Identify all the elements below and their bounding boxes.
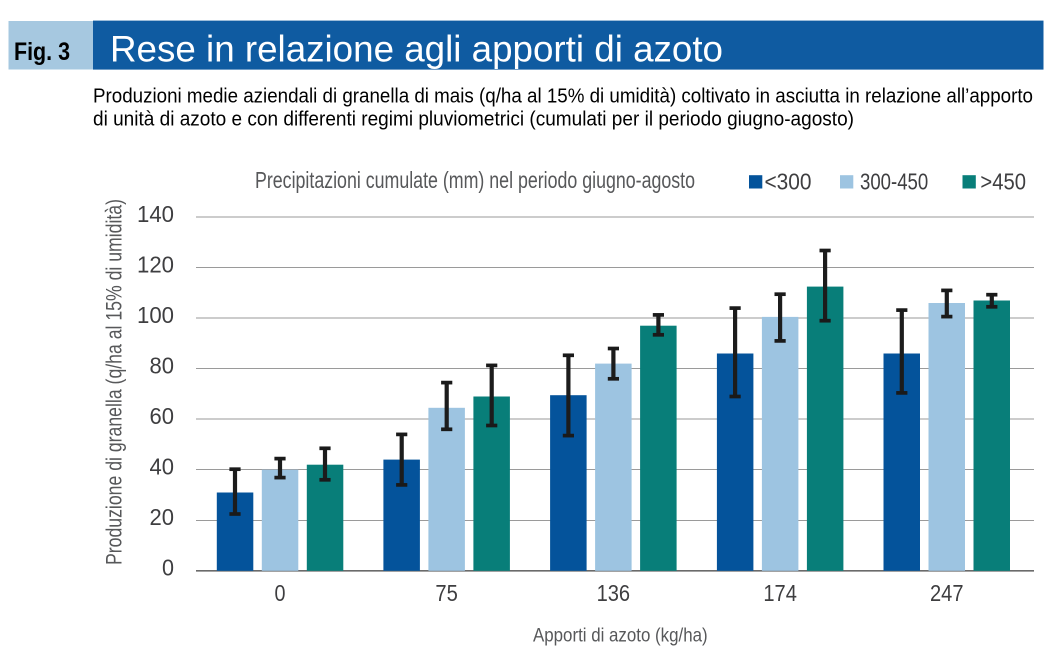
- svg-text:<300: <300: [765, 169, 812, 195]
- svg-text:136: 136: [597, 580, 631, 606]
- svg-text:174: 174: [763, 580, 797, 606]
- svg-text:140: 140: [137, 201, 174, 227]
- svg-text:0: 0: [162, 555, 174, 581]
- svg-text:247: 247: [930, 580, 964, 606]
- svg-text:Produzione di granella (q/ha a: Produzione di granella (q/ha al 15% di u…: [102, 199, 127, 565]
- svg-text:di unità di azoto e con differ: di unità di azoto e con differenti regim…: [93, 108, 854, 131]
- svg-text:20: 20: [150, 504, 175, 530]
- svg-text:80: 80: [150, 353, 175, 379]
- svg-text:40: 40: [150, 454, 175, 480]
- svg-text:0: 0: [275, 580, 286, 606]
- svg-text:120: 120: [137, 251, 174, 277]
- svg-text:100: 100: [137, 302, 174, 328]
- svg-text:300-450: 300-450: [860, 169, 928, 195]
- svg-text:Precipitazioni cumulate (mm) n: Precipitazioni cumulate (mm) nel periodo…: [255, 167, 695, 193]
- svg-text:Produzioni medie aziendali di: Produzioni medie aziendali di granella d…: [93, 84, 1033, 107]
- svg-text:75: 75: [435, 580, 458, 606]
- svg-text:60: 60: [150, 403, 175, 429]
- svg-text:Fig. 3: Fig. 3: [14, 38, 70, 66]
- svg-text:Apporti di azoto (kg/ha): Apporti di azoto (kg/ha): [533, 625, 708, 647]
- svg-text:>450: >450: [980, 169, 1026, 195]
- svg-text:Rese in relazione agli apporti: Rese in relazione agli apporti di azoto: [110, 29, 723, 70]
